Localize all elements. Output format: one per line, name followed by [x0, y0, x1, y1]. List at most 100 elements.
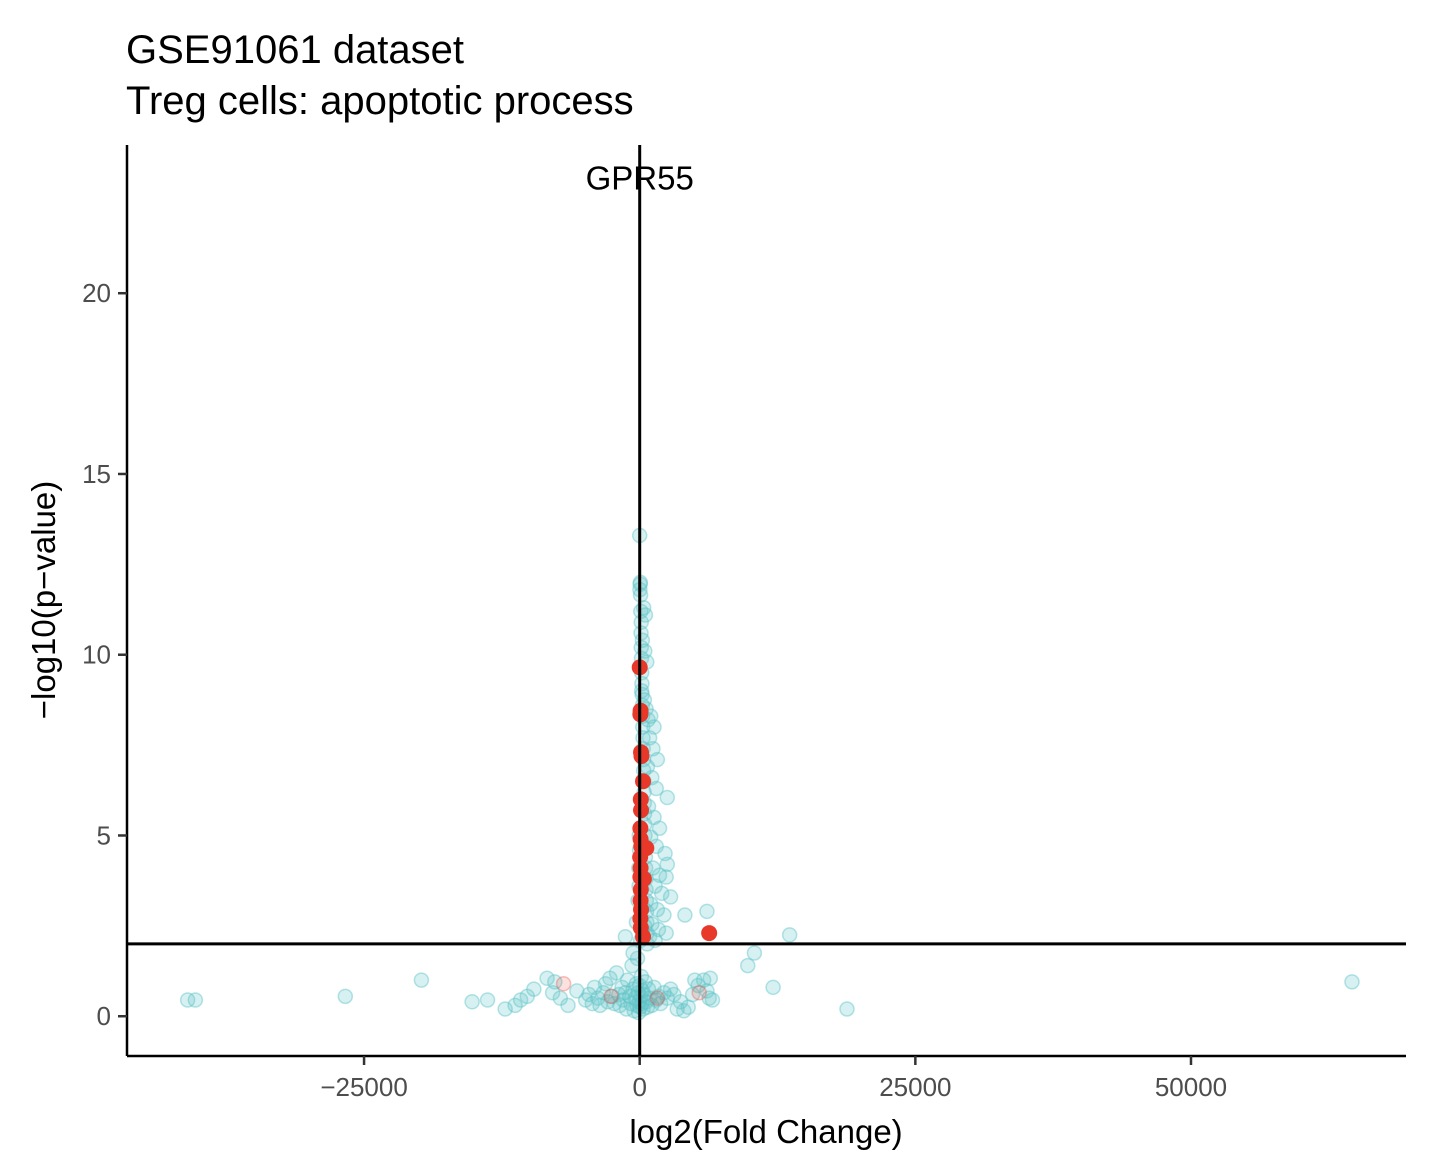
- background-point: [695, 972, 712, 988]
- background-point: [637, 643, 653, 659]
- background-point: [581, 986, 597, 1003]
- background-point: [552, 990, 569, 1006]
- background-point: [595, 984, 612, 1001]
- background-point: [740, 957, 756, 974]
- background-point: [666, 986, 682, 1003]
- y-tick-label: 5: [97, 820, 111, 850]
- chart-title: GSE91061 dataset: [126, 28, 464, 72]
- y-tick-label: 20: [82, 278, 111, 308]
- background-point: [544, 984, 561, 1001]
- x-tick-label: −25000: [320, 1072, 407, 1102]
- background-point: [646, 809, 662, 826]
- background-point: [633, 614, 649, 630]
- background-point: [662, 981, 679, 997]
- background-point: [651, 820, 668, 836]
- background-point: [608, 965, 625, 981]
- background-point: [630, 984, 646, 1001]
- background-point: [547, 974, 563, 990]
- background-point: [604, 988, 620, 1005]
- background-point: [614, 979, 630, 996]
- background-point: [507, 997, 523, 1014]
- background-point: [648, 780, 664, 797]
- x-axis-title: log2(Fold Change): [629, 1113, 902, 1150]
- background-point: [647, 878, 663, 894]
- background-point: [651, 867, 668, 883]
- background-point: [657, 845, 673, 862]
- background-point: [577, 992, 594, 1008]
- background-point: [1344, 974, 1360, 990]
- background-point: [633, 639, 649, 656]
- background-point: [413, 972, 430, 988]
- background-point: [622, 988, 638, 1005]
- background-point: [187, 992, 204, 1008]
- background-point: [617, 984, 634, 1001]
- background-point: [669, 1001, 685, 1017]
- background-point: [690, 977, 706, 994]
- background-point: [590, 990, 606, 1006]
- background-point: [641, 730, 658, 746]
- y-tick-label: 10: [82, 640, 111, 670]
- highlight-faint-point: [603, 988, 619, 1005]
- background-point: [625, 945, 641, 961]
- background-point: [659, 789, 676, 806]
- background-point: [656, 984, 672, 1001]
- background-point: [519, 988, 535, 1005]
- background-point: [464, 994, 480, 1010]
- background-point: [704, 992, 721, 1008]
- background-point: [584, 995, 601, 1012]
- background-point: [649, 751, 666, 768]
- highlight-point: [701, 925, 718, 942]
- background-point: [672, 994, 689, 1010]
- y-axis-title: −log10(p−value): [25, 481, 62, 720]
- background-point: [633, 683, 650, 699]
- highlight-point: [633, 747, 650, 764]
- y-axis-ticks: 0 5 10 15 20: [82, 278, 127, 1031]
- background-point: [646, 719, 662, 735]
- background-point: [615, 992, 631, 1008]
- background-point: [648, 992, 664, 1008]
- background-point: [684, 986, 701, 1003]
- background-point: [644, 997, 660, 1014]
- background-point: [702, 970, 719, 987]
- background-point: [701, 990, 717, 1006]
- background-point: [512, 992, 529, 1008]
- y-tick-label: 0: [97, 1001, 111, 1031]
- background-point: [746, 945, 763, 961]
- background-point: [656, 907, 672, 923]
- background-point: [650, 921, 667, 938]
- gene-annotation-label: GPR55: [586, 160, 694, 197]
- chart-subtitle: Treg cells: apoptotic process: [126, 79, 634, 123]
- x-tick-label: 0: [632, 1072, 646, 1102]
- x-tick-label: 25000: [879, 1072, 951, 1102]
- background-point: [619, 972, 636, 988]
- x-tick-label: 50000: [1155, 1072, 1227, 1102]
- background-point: [597, 975, 614, 992]
- background-point: [659, 856, 676, 873]
- background-point: [650, 988, 667, 1005]
- background-point: [592, 997, 608, 1014]
- highlight-faint-point: [691, 984, 707, 1001]
- background-point: [623, 995, 639, 1012]
- background-point: [659, 990, 676, 1006]
- background-point: [611, 986, 627, 1003]
- background-point: [676, 1003, 692, 1019]
- background-point: [179, 992, 196, 1008]
- background-point: [497, 1001, 513, 1017]
- background-point: [839, 1001, 855, 1017]
- background-point: [699, 983, 715, 999]
- background-point: [699, 903, 715, 920]
- background-point: [612, 997, 628, 1014]
- background-point: [646, 979, 662, 996]
- background-point: [658, 869, 674, 885]
- background-point: [606, 995, 623, 1012]
- background-point: [649, 901, 666, 918]
- background-point: [781, 927, 798, 943]
- x-axis-ticks: −25000 0 25000 50000: [320, 1056, 1227, 1102]
- background-point: [633, 968, 650, 985]
- background-point: [687, 972, 703, 988]
- background-point: [539, 970, 555, 987]
- background-point: [677, 907, 693, 923]
- background-point: [569, 983, 585, 999]
- background-point: [337, 988, 354, 1005]
